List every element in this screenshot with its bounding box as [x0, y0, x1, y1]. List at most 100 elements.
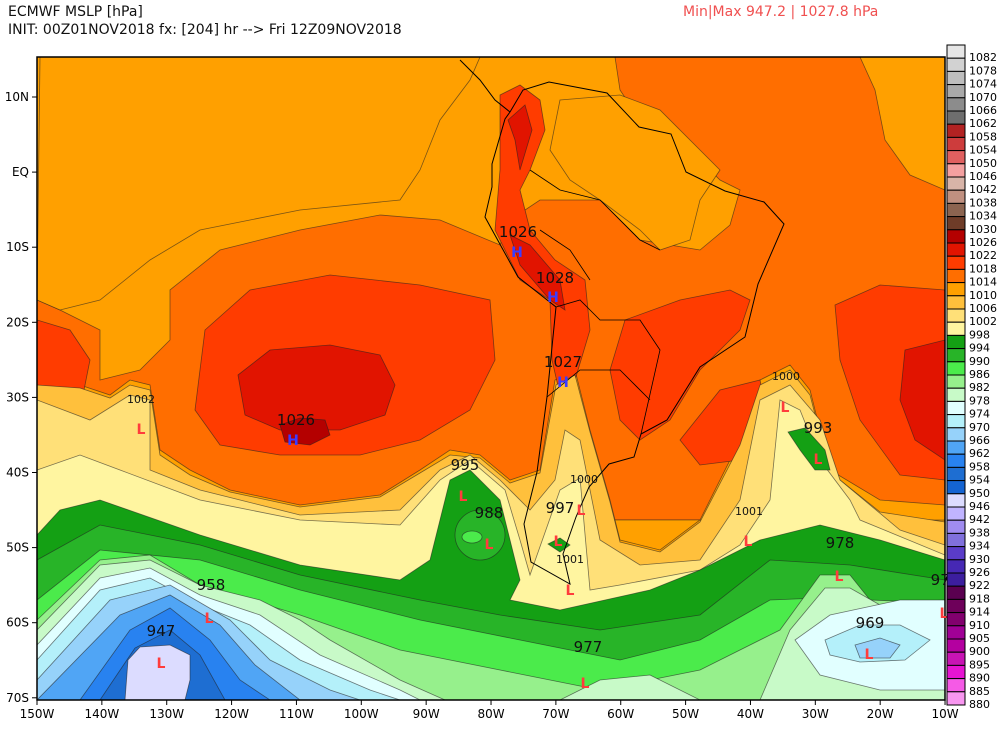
- colorbar-label: 900: [969, 645, 990, 658]
- colorbar-label: 1026: [969, 236, 997, 249]
- lon-tick-label: 10W: [931, 707, 958, 721]
- low-pressure-marker: L: [940, 606, 949, 622]
- colorbar-swatch: [946, 427, 966, 442]
- colorbar-label: 1058: [969, 130, 997, 143]
- colorbar-swatch: [946, 110, 966, 125]
- colorbar-swatch: [946, 480, 966, 495]
- lat-tick-label: 20S: [6, 315, 29, 329]
- colorbar-swatch: [946, 348, 966, 363]
- lon-tick-label: 70W: [542, 707, 569, 721]
- lon-tick-label: 110W: [279, 707, 314, 721]
- colorbar-swatch: [946, 334, 966, 350]
- pressure-value-label: 995: [451, 456, 480, 474]
- colorbar-label: 970: [969, 421, 990, 434]
- pressure-value-label: 1026: [499, 223, 537, 241]
- pressure-value-label: 1001: [735, 505, 763, 518]
- colorbar-label: 1034: [969, 210, 997, 223]
- colorbar-swatch: [946, 440, 966, 455]
- colorbar-swatch: [946, 163, 966, 178]
- low-pressure-marker: L: [581, 676, 590, 692]
- country-borders: [529, 169, 661, 435]
- pressure-value-label: 978: [826, 534, 855, 552]
- pressure-value-label: 1002: [127, 393, 155, 406]
- colorbar-swatch: [946, 176, 966, 191]
- low-pressure-marker: L: [157, 656, 166, 672]
- lon-tick-label: 130W: [149, 707, 184, 721]
- colorbar-label: 885: [969, 685, 990, 698]
- pressure-value-label: 1000: [570, 473, 598, 486]
- colorbar-label: 914: [969, 606, 990, 619]
- colorbar-label: 922: [969, 579, 990, 592]
- low-pressure-marker: L: [577, 503, 586, 519]
- lat-tick-label: 50S: [6, 541, 29, 555]
- colorbar-label: 1002: [969, 315, 997, 328]
- colorbar-label: 958: [969, 460, 990, 473]
- lon-tick-label: 40W: [737, 707, 764, 721]
- colorbar-label: 880: [969, 698, 990, 711]
- low-pressure-marker: L: [459, 489, 468, 505]
- colorbar-label: 938: [969, 526, 990, 539]
- low-pressure-marker: L: [865, 647, 874, 663]
- colorbar-swatch: [946, 664, 966, 680]
- colorbar: 1082107810741070106610621058105410501046…: [946, 44, 997, 711]
- colorbar-swatch: [946, 612, 966, 627]
- high-pressure-marker: H: [547, 290, 559, 306]
- pressure-value-label: 1001: [556, 553, 584, 566]
- low-pressure-marker: L: [814, 452, 823, 468]
- colorbar-swatch: [946, 559, 966, 574]
- init-forecast-time: INIT: 00Z01NOV2018 fx: [204] hr --> Fri …: [8, 22, 402, 38]
- lon-tick-label: 80W: [477, 707, 504, 721]
- lon-tick-label: 50W: [672, 707, 699, 721]
- colorbar-swatch: [946, 546, 966, 561]
- colorbar-swatch: [946, 506, 966, 521]
- colorbar-label: 910: [969, 619, 990, 632]
- lat-tick-label: 10S: [6, 240, 29, 254]
- colorbar-label: 982: [969, 381, 990, 394]
- min-max-readout: Min|Max 947.2 | 1027.8 hPa: [683, 4, 879, 20]
- lon-tick-label: 20W: [867, 707, 894, 721]
- colorbar-label: 1046: [969, 170, 997, 183]
- low-pressure-marker: L: [566, 583, 575, 599]
- lon-tick-label: 30W: [802, 707, 829, 721]
- colorbar-swatch: [946, 678, 966, 693]
- low-pressure-marker: L: [137, 422, 146, 438]
- colorbar-swatch: [946, 255, 966, 270]
- colorbar-swatch: [946, 242, 966, 257]
- colorbar-label: 1062: [969, 117, 997, 130]
- pressure-value-label: 1026: [277, 411, 315, 429]
- colorbar-label: 990: [969, 355, 990, 368]
- colorbar-label: 1038: [969, 196, 997, 209]
- lon-tick-label: 60W: [607, 707, 634, 721]
- lon-tick-label: 90W: [413, 707, 440, 721]
- colorbar-swatch: [946, 282, 966, 297]
- lon-tick-label: 140W: [84, 707, 119, 721]
- colorbar-label: 918: [969, 592, 990, 605]
- lat-tick-label: 60S: [6, 616, 29, 630]
- colorbar-swatch: [946, 651, 966, 666]
- colorbar-label: 930: [969, 553, 990, 566]
- pressure-value-label: 977: [574, 638, 603, 656]
- colorbar-label: 1054: [969, 144, 997, 157]
- pressure-value-label: 1028: [536, 269, 574, 287]
- colorbar-swatch: [946, 202, 966, 218]
- colorbar-label: 998: [969, 328, 990, 341]
- colorbar-label: 986: [969, 368, 990, 381]
- colorbar-swatch: [946, 638, 966, 653]
- colorbar-label: 1010: [969, 289, 997, 302]
- colorbar-swatch: [946, 414, 966, 429]
- low-pressure-marker: L: [744, 534, 753, 550]
- colorbar-swatch: [946, 57, 966, 72]
- colorbar-swatch: [946, 295, 966, 310]
- colorbar-swatch: [946, 453, 966, 468]
- colorbar-swatch: [946, 691, 966, 706]
- high-pressure-marker: H: [557, 375, 569, 391]
- colorbar-label: 926: [969, 566, 990, 579]
- pressure-value-label: 993: [804, 419, 833, 437]
- colorbar-label: 950: [969, 487, 990, 500]
- colorbar-label: 966: [969, 434, 990, 447]
- colorbar-swatch: [946, 321, 966, 336]
- colorbar-swatch: [946, 136, 966, 152]
- colorbar-swatch: [946, 150, 966, 165]
- colorbar-swatch: [946, 400, 966, 416]
- colorbar-label: 895: [969, 658, 990, 671]
